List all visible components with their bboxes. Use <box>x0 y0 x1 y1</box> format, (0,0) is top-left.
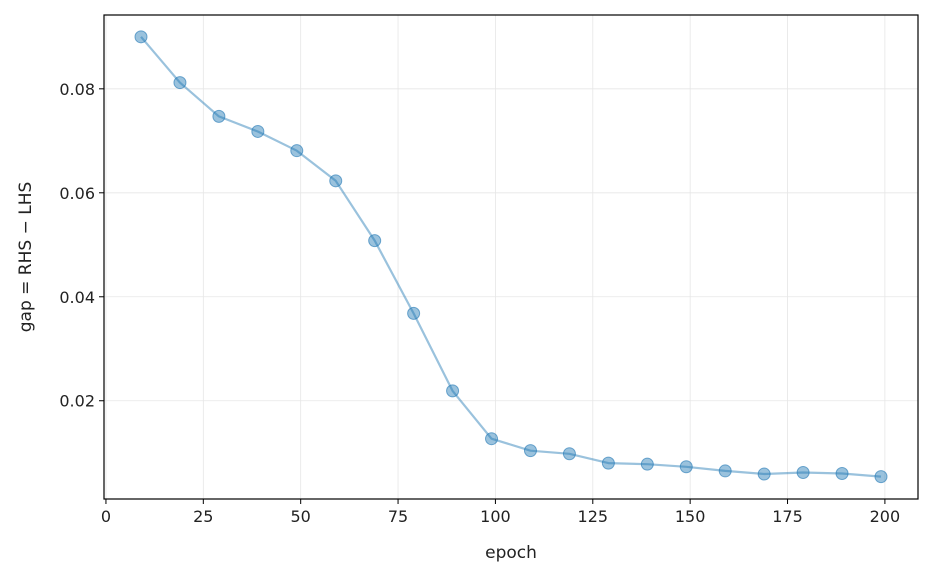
data-point <box>874 470 888 484</box>
x-tick-label: 0 <box>101 507 111 526</box>
x-tick-label: 150 <box>675 507 706 526</box>
data-point <box>679 460 693 474</box>
data-point <box>407 306 421 320</box>
data-point <box>329 174 343 188</box>
x-tick-label: 50 <box>291 507 311 526</box>
data-point <box>485 432 499 446</box>
y-axis: 0.02 0.04 0.06 0.08 <box>59 80 104 411</box>
y-tick-label: 0.06 <box>59 184 95 203</box>
data-point <box>601 456 615 470</box>
data-point <box>796 465 810 479</box>
data-point <box>212 109 226 123</box>
x-tick-label: 25 <box>193 507 213 526</box>
series-line <box>140 36 882 478</box>
y-axis-label: gap = RHS − LHS <box>16 182 36 333</box>
y-tick-label: 0.04 <box>59 288 95 307</box>
data-point <box>134 30 148 44</box>
y-tick-label: 0.02 <box>59 392 95 411</box>
x-tick-label: 175 <box>772 507 803 526</box>
series-layer <box>134 30 888 484</box>
data-point <box>718 464 732 478</box>
data-point <box>757 467 771 481</box>
data-point <box>562 447 576 461</box>
x-axis-label: epoch <box>485 543 537 563</box>
y-tick-label: 0.08 <box>59 80 95 99</box>
data-point <box>290 144 304 158</box>
data-point <box>446 384 460 398</box>
data-point <box>523 444 537 458</box>
grid <box>104 15 918 499</box>
x-tick-label: 100 <box>480 507 511 526</box>
x-tick-label: 75 <box>388 507 408 526</box>
x-tick-label: 125 <box>578 507 609 526</box>
data-point <box>368 234 382 248</box>
plot-frame <box>103 14 919 500</box>
data-point <box>835 467 849 481</box>
x-axis: 0 25 50 75 100 125 150 175 200 <box>101 499 900 526</box>
data-point <box>173 76 187 90</box>
data-point <box>251 124 265 138</box>
x-tick-label: 200 <box>870 507 901 526</box>
data-point <box>640 457 654 471</box>
